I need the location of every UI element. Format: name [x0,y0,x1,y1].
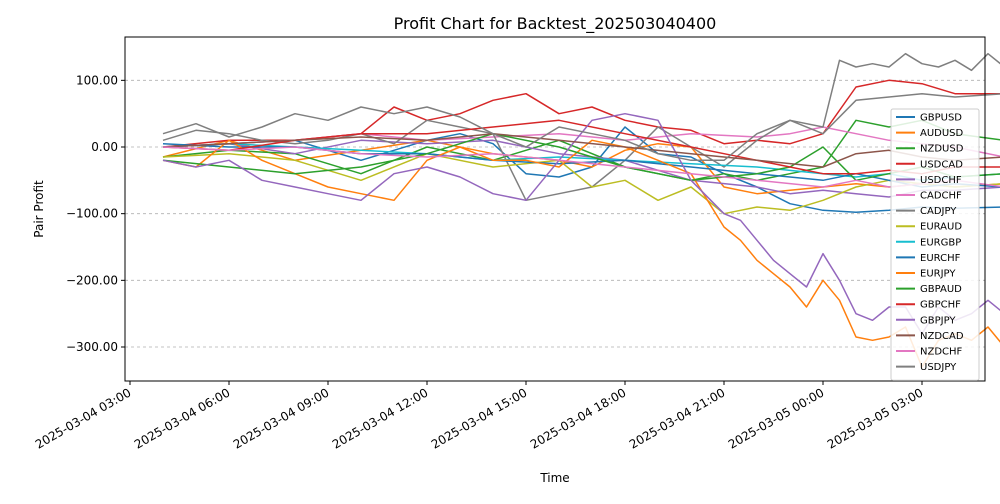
series-line-gbpusd [162,126,1000,214]
y-tick-label: 0.00 [91,140,118,154]
x-tick-label: 2025-03-05 03:00 [825,385,926,451]
x-tick-label: 2025-03-05 00:00 [726,385,827,451]
legend-label: GBPAUD [920,284,962,295]
legend-label: GBPJPY [920,315,956,326]
y-tick-label: −200.00 [66,273,118,287]
legend-label: USDCAD [920,159,963,170]
legend-label: NZDUSD [920,144,964,155]
legend-label: GBPCHF [920,300,961,311]
series-line-euraud [162,152,1000,215]
legend-label: AUDUSD [920,128,964,139]
x-tick-label: 2025-03-04 12:00 [330,385,431,451]
series-line-cadjpy [162,92,1000,202]
series-line-eurjpy [162,139,1000,368]
x-tick-label: 2025-03-04 18:00 [528,385,629,451]
legend-label: EURAUD [920,222,962,233]
legend-label: EURGBP [920,237,961,248]
x-tick-label: 2025-03-04 03:00 [33,385,134,451]
series-line-usdcad [162,79,1000,148]
legend-label: NZDCHF [920,347,963,358]
x-tick-label: 2025-03-04 09:00 [231,385,332,451]
legend-label: CADJPY [920,206,957,217]
grid-lines [125,79,985,348]
y-axis-ticks: 100.00 0.00 −100.00 −200.00 −300.00 [66,73,125,354]
y-tick-label: 100.00 [76,73,118,87]
legend-label: NZDCAD [920,331,964,342]
legend-label: EURCHF [920,253,961,264]
legend-label: GBPUSD [920,113,962,124]
x-tick-label: 2025-03-04 15:00 [429,385,530,451]
legend-label: CADCHF [920,191,962,202]
x-tick-label: 2025-03-04 06:00 [132,385,233,451]
y-axis-label: Pair Profit [32,180,46,238]
legend-label: USDJPY [920,362,957,373]
y-tick-label: −100.00 [66,207,118,221]
series-line-usdjpy [162,52,1000,162]
plot-frame [124,36,986,382]
series-lines [162,52,1000,368]
chart-title: Profit Chart for Backtest_202503040400 [394,14,717,34]
legend-label: USDCHF [920,175,962,186]
y-tick-label: −300.00 [66,340,118,354]
x-axis-label: Time [539,471,569,485]
legend-label: EURJPY [920,269,956,280]
x-tick-label: 2025-03-04 21:00 [627,385,728,451]
legend: GBPUSD AUDUSD NZDUSD USDCAD USDCHF CADCHF CADJ… [890,108,980,381]
legend-box [890,108,980,381]
